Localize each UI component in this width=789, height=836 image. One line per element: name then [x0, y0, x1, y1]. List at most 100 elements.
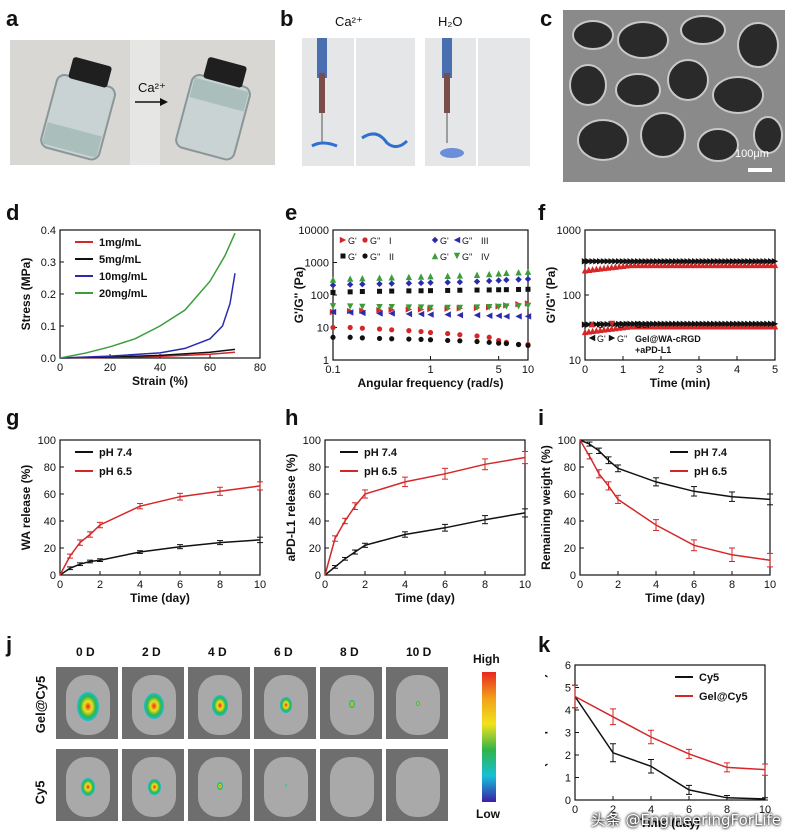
data-point	[703, 258, 710, 265]
x-tick-label: 5	[772, 364, 778, 376]
data-point	[418, 336, 424, 343]
data-point	[657, 320, 665, 328]
series-gel-cy5	[572, 684, 768, 776]
data-point	[703, 320, 710, 328]
column-label: 6 D	[274, 645, 293, 659]
x-tick-label: 4	[137, 579, 143, 591]
data-point	[638, 320, 646, 328]
legend-text: Gel@WA-cRGD	[635, 334, 701, 344]
data-point	[635, 258, 642, 265]
data-point	[597, 321, 604, 328]
data-point	[515, 341, 522, 348]
data-point	[619, 258, 627, 265]
legend-label: G'	[440, 236, 449, 246]
data-point	[692, 258, 699, 265]
fluorescence-signal	[285, 784, 287, 787]
panel-label-j: j	[6, 632, 13, 657]
data-point	[329, 276, 337, 283]
series-ph-6-5	[59, 481, 263, 576]
column-label: 4 D	[208, 645, 227, 659]
data-point	[503, 269, 510, 277]
x-tick-label: 8	[482, 579, 488, 591]
data-point	[749, 258, 756, 265]
plot-frame	[59, 439, 261, 576]
data-point	[525, 286, 531, 292]
data-point	[376, 274, 383, 281]
data-point	[524, 313, 532, 320]
y-tick-label: 0.4	[41, 225, 56, 237]
data-point	[427, 304, 434, 312]
data-point	[486, 270, 493, 278]
data-point	[346, 275, 354, 282]
data-point	[612, 258, 619, 265]
y-tick-label: 20	[309, 543, 321, 555]
legend-label: pH 6.5	[364, 466, 397, 478]
data-point	[376, 304, 383, 311]
x-tick-label: 3	[696, 364, 702, 376]
imaging-cell	[320, 667, 382, 739]
panel-a-photo	[10, 40, 275, 165]
legend-label: G''	[462, 252, 473, 262]
data-point	[745, 320, 752, 328]
data-point	[593, 258, 600, 265]
x-tick-label: 2	[97, 579, 103, 591]
data-point	[377, 288, 383, 294]
data-point	[474, 287, 480, 293]
mouse-silhouette	[264, 757, 308, 817]
data-point	[623, 320, 630, 328]
y-tick-label: 0	[315, 570, 321, 582]
legend-group: III	[481, 236, 489, 246]
data-point	[684, 320, 691, 328]
fluorescence-signal	[217, 782, 223, 790]
row-label-cy5: Cy5	[32, 780, 48, 805]
legend-label: G'	[440, 252, 449, 262]
row-label-gel-cy5: Gel@Cy5	[33, 675, 49, 734]
data-point	[692, 320, 699, 328]
data-point	[627, 258, 634, 265]
data-point	[456, 278, 464, 286]
mouse-silhouette	[330, 757, 374, 817]
data-point	[669, 258, 676, 265]
legend-label: G''	[617, 334, 628, 344]
series-ph-7-4	[59, 536, 263, 576]
legend-label: G''	[370, 236, 381, 246]
legend-label: pH 7.4	[694, 447, 728, 459]
y-tick-label: 6	[565, 660, 571, 672]
watermark-text: 头条 @EngineeringForLife	[590, 811, 781, 829]
data-point	[676, 320, 684, 328]
data-point	[714, 320, 722, 328]
legend-marker	[453, 236, 461, 244]
data-point	[417, 310, 425, 318]
x-tick-label: 6	[686, 804, 692, 816]
data-point	[654, 258, 661, 265]
data-point	[661, 258, 668, 265]
y-tick-label: 3	[565, 728, 571, 740]
series-ph-6-5	[579, 439, 773, 568]
y-tick-label: 0.1	[41, 321, 56, 333]
x-tick-label: 1	[427, 364, 433, 376]
data-point	[760, 320, 767, 328]
series-g-ii	[330, 334, 531, 349]
series-g-iii	[329, 308, 532, 320]
y-tick-label: 4	[565, 705, 571, 717]
imaging-cell	[386, 667, 448, 739]
legend-marker	[362, 253, 368, 259]
data-point	[741, 258, 748, 265]
data-point	[722, 320, 729, 328]
panel-a-arrow-label: Ca²⁺	[138, 80, 166, 95]
data-point	[473, 271, 481, 278]
data-point	[427, 279, 434, 286]
data-point	[642, 258, 649, 265]
legend-marker	[588, 334, 596, 342]
data-point	[496, 287, 502, 293]
legend-label: 1mg/mL	[99, 237, 141, 249]
data-point	[525, 342, 531, 349]
data-point	[581, 321, 589, 328]
imaging-cell	[122, 749, 184, 821]
series-line	[59, 273, 236, 359]
fluorescence-signal	[212, 695, 228, 716]
data-point	[730, 258, 737, 265]
data-point	[581, 258, 589, 265]
